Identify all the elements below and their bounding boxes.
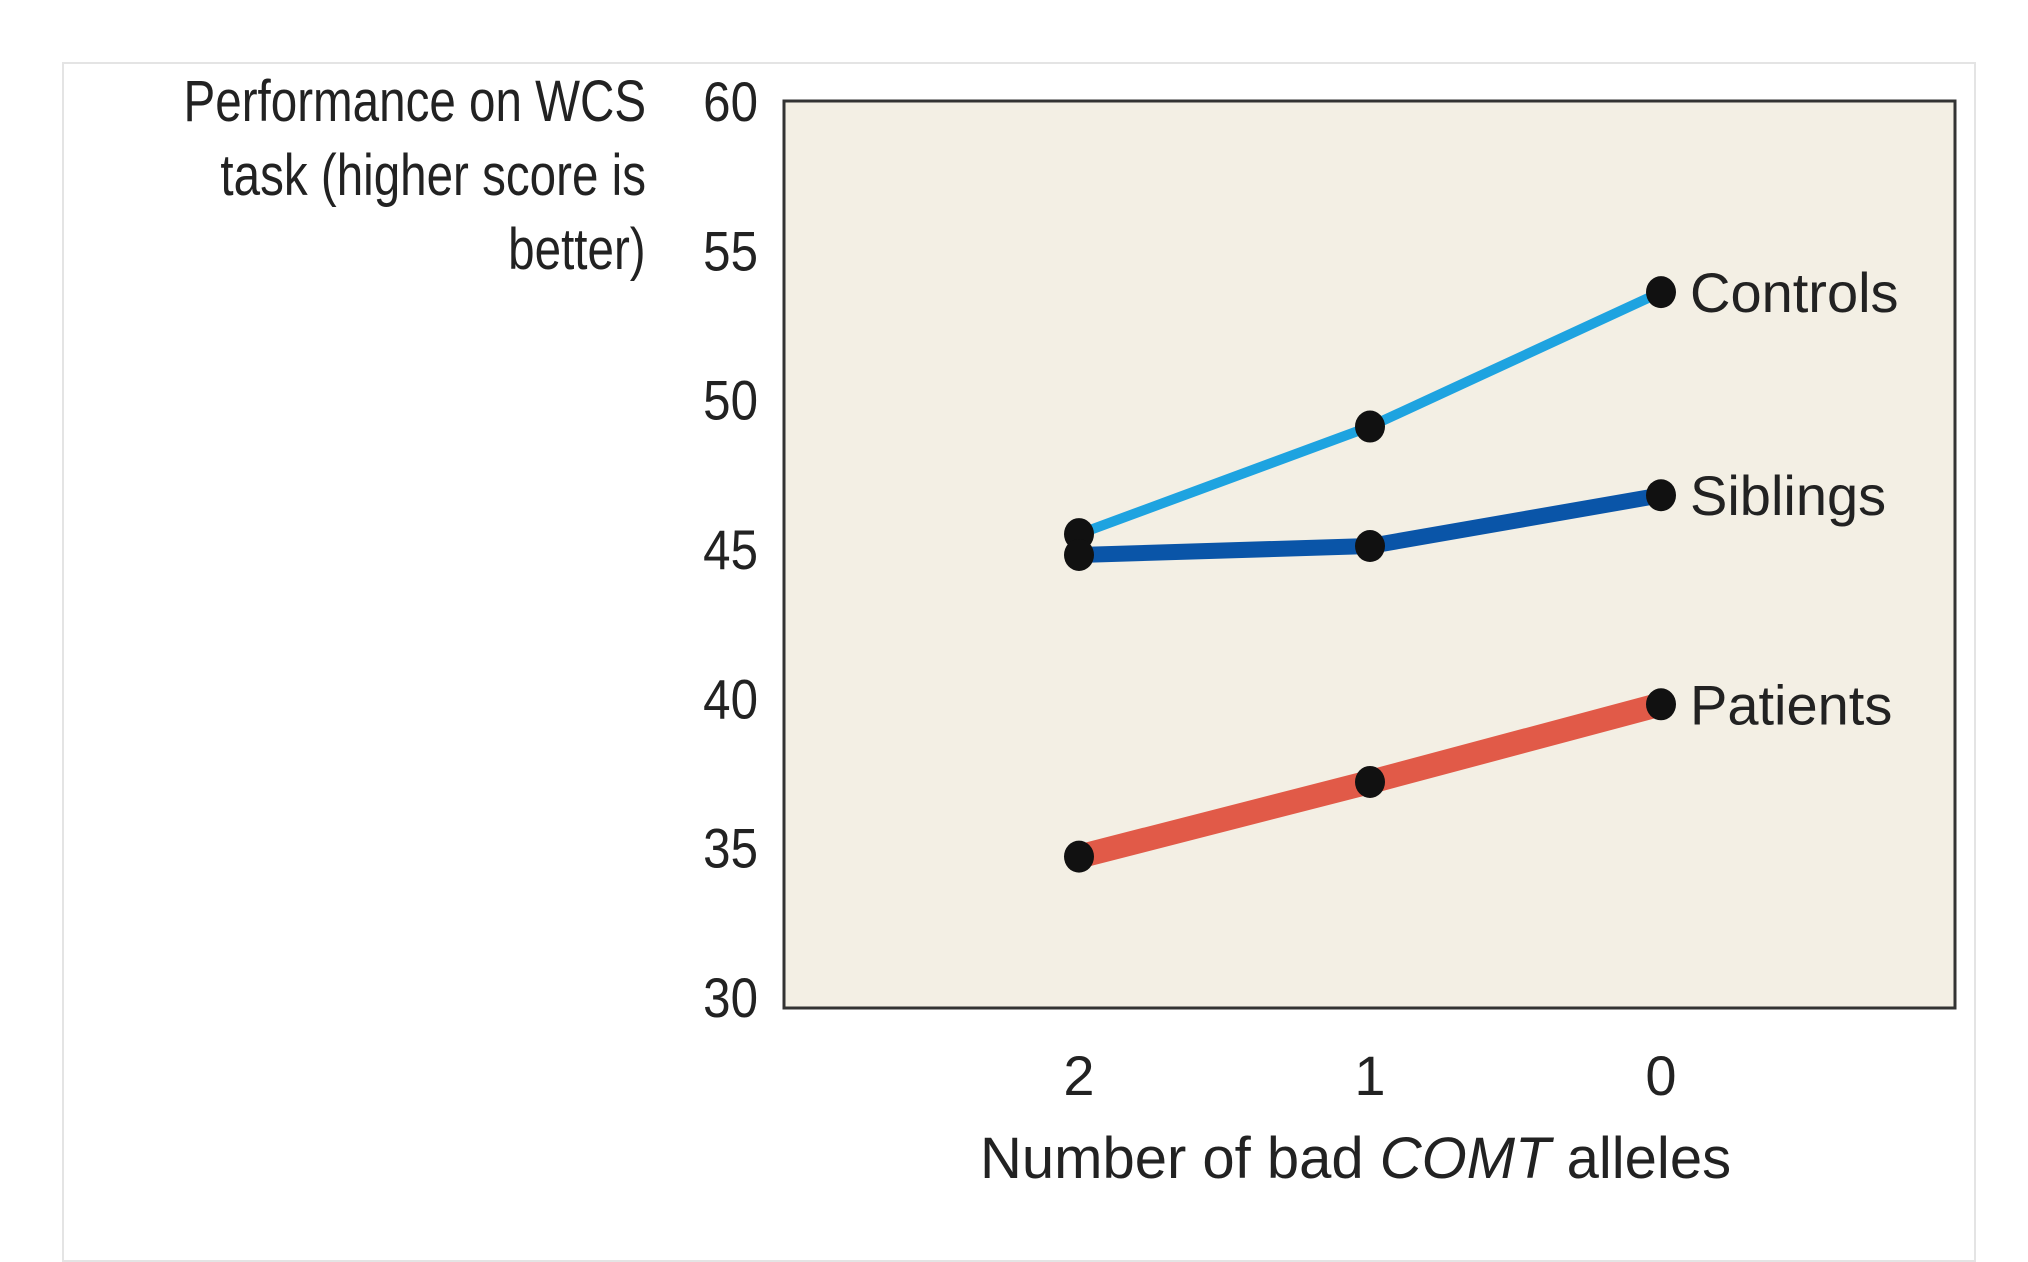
series-label-siblings: Siblings bbox=[1690, 464, 1886, 527]
x-axis-label-gene: COMT bbox=[1379, 1126, 1551, 1191]
data-point-siblings bbox=[1646, 479, 1676, 512]
x-axis-label: Number of bad COMT alleles bbox=[980, 1125, 1731, 1192]
x-tick-label: 1 bbox=[1354, 1044, 1385, 1107]
data-point-controls bbox=[1646, 276, 1676, 309]
y-tick-label: 50 bbox=[703, 370, 758, 433]
x-tick-label: 0 bbox=[1645, 1044, 1676, 1107]
y-tick-label: 45 bbox=[703, 519, 758, 582]
data-point-patients bbox=[1064, 840, 1094, 873]
y-tick-label: 55 bbox=[703, 220, 758, 283]
y-axis-label-line-3: better) bbox=[508, 217, 646, 282]
data-point-patients bbox=[1355, 765, 1385, 798]
series-label-controls: Controls bbox=[1690, 261, 1899, 324]
y-axis-label-line-2: task (higher score is bbox=[220, 143, 646, 208]
data-point-controls bbox=[1355, 410, 1385, 443]
x-axis-label-suffix: alleles bbox=[1550, 1126, 1732, 1191]
series-label-patients: Patients bbox=[1690, 673, 1892, 736]
data-point-siblings bbox=[1064, 538, 1094, 571]
line-chart: 60 55 50 45 40 35 30 2 1 0 Controls Siblings Patient… bbox=[703, 71, 1957, 1107]
x-axis-label-prefix: Number of bad bbox=[980, 1126, 1380, 1191]
y-axis-label-line-1: Performance on WCS bbox=[183, 69, 646, 134]
y-tick-label: 40 bbox=[703, 668, 758, 731]
x-tick-label: 2 bbox=[1063, 1044, 1094, 1107]
y-tick-label: 30 bbox=[703, 967, 758, 1030]
data-point-patients bbox=[1646, 688, 1676, 721]
y-tick-label: 60 bbox=[703, 71, 758, 134]
y-tick-label: 35 bbox=[703, 818, 758, 881]
data-point-siblings bbox=[1355, 530, 1385, 563]
